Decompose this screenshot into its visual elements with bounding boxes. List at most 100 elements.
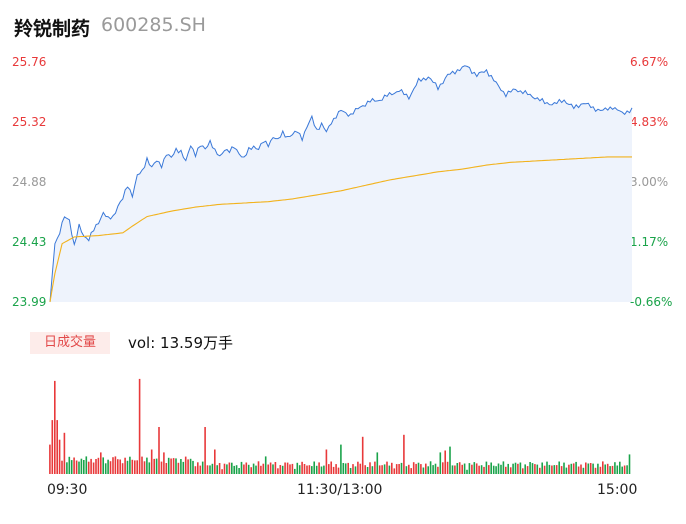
volume-bar <box>245 462 248 474</box>
volume-bar <box>369 462 371 474</box>
volume-bar <box>85 456 88 474</box>
volume-bar <box>199 465 202 474</box>
volume-bar <box>439 452 442 474</box>
volume-bar <box>90 458 92 474</box>
volume-bar <box>262 463 265 474</box>
volume-bar <box>589 463 592 474</box>
x-tick: 11:30/13:00 <box>297 482 383 498</box>
volume-bar <box>359 463 362 474</box>
volume-bar <box>531 463 534 474</box>
volume-bar <box>442 462 444 474</box>
volume-bar <box>594 467 597 474</box>
y-left-tick: 25.76 <box>12 55 47 69</box>
volume-bar <box>478 465 480 474</box>
volume-bar <box>361 436 364 474</box>
volume-bar <box>354 466 357 474</box>
volume-bar <box>129 456 131 474</box>
volume-bar <box>216 465 218 474</box>
volume-bar <box>391 462 393 474</box>
y-right-tick: 6.67% <box>630 55 669 69</box>
volume-bar <box>342 463 345 474</box>
volume-bar <box>180 459 182 474</box>
volume-bar <box>192 460 194 474</box>
volume-bar <box>61 460 63 474</box>
volume-bar <box>63 432 66 474</box>
volume-bar <box>238 468 240 474</box>
y-left-tick: 23.99 <box>12 295 47 309</box>
volume-bar <box>468 463 471 474</box>
y-right-tick: 4.83% <box>630 115 669 129</box>
volume-bar <box>623 465 626 474</box>
volume-bar <box>95 459 97 474</box>
volume-bar <box>172 458 175 474</box>
volume-bar <box>303 464 306 474</box>
volume-bar <box>434 463 437 474</box>
volume-bar <box>427 466 429 474</box>
volume-bar <box>182 461 185 474</box>
volume-bar <box>184 456 187 474</box>
y-left-tick: 24.43 <box>12 235 47 249</box>
volume-bar <box>502 461 505 474</box>
volume-bar <box>233 465 235 474</box>
volume-bar <box>619 461 621 474</box>
volume-bar <box>150 449 153 474</box>
volume-bar <box>201 461 204 474</box>
volume-bar <box>357 461 359 474</box>
volume-bar <box>126 460 129 474</box>
volume-bar <box>323 465 325 474</box>
volume-bar <box>366 467 369 474</box>
volume-bar <box>446 461 449 474</box>
volume-bar <box>524 464 526 474</box>
volume-bar <box>328 464 330 474</box>
volume-bar <box>252 463 255 474</box>
volume-bar <box>548 464 551 474</box>
volume-bar <box>417 462 420 474</box>
volume-bar <box>56 420 58 474</box>
volume-bar <box>209 465 211 474</box>
volume-bar <box>495 466 497 474</box>
volume-bar <box>330 461 332 474</box>
volume-bars <box>49 378 631 474</box>
x-tick: 15:00 <box>597 482 638 498</box>
volume-bar <box>429 461 432 474</box>
volume-bar <box>626 465 628 474</box>
y-left-tick: 24.88 <box>12 175 47 189</box>
volume-bar <box>49 444 51 474</box>
stock-name: 羚锐制药 <box>14 18 91 40</box>
volume-bar <box>247 464 250 474</box>
volume-bar <box>228 462 231 474</box>
volume-bar <box>604 464 606 474</box>
volume-bar <box>311 466 313 474</box>
volume-bar <box>509 467 512 474</box>
volume-bar <box>570 463 573 474</box>
volume-bar <box>575 461 577 474</box>
volume-bar <box>279 465 282 474</box>
volume-bar <box>444 450 446 474</box>
volume-bar <box>371 466 374 474</box>
volume-bar <box>206 465 209 474</box>
volume-bar <box>87 461 90 474</box>
volume-bar <box>410 468 412 474</box>
volume-bar <box>167 457 170 474</box>
volume-bar <box>582 467 585 474</box>
volume-bar <box>420 464 422 474</box>
volume-bar <box>393 468 396 474</box>
volume-bar <box>146 457 148 474</box>
y-left-tick: 25.32 <box>12 115 47 129</box>
volume-bar <box>136 460 138 474</box>
volume-bar <box>70 460 73 474</box>
price-series-line <box>49 65 633 303</box>
price-area-fill <box>50 65 632 302</box>
volume-bar <box>507 463 509 474</box>
volume-bar <box>415 463 417 474</box>
volume-bar <box>308 465 311 474</box>
volume-bar <box>332 466 335 474</box>
volume-bar <box>163 452 165 474</box>
volume-bar <box>92 462 95 474</box>
volume-bar <box>281 465 284 474</box>
volume-bar <box>514 462 517 474</box>
volume-bar <box>412 462 415 474</box>
volume-bar <box>471 464 473 474</box>
volume-bar <box>454 465 456 474</box>
volume-bar <box>264 456 267 474</box>
